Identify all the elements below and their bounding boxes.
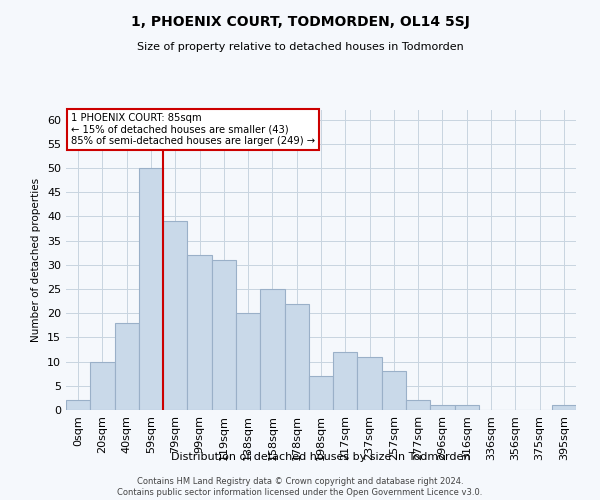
Bar: [260, 289, 284, 410]
Bar: [212, 260, 236, 410]
Text: Contains HM Land Registry data © Crown copyright and database right 2024.: Contains HM Land Registry data © Crown c…: [137, 476, 463, 486]
Y-axis label: Number of detached properties: Number of detached properties: [31, 178, 41, 342]
Bar: [163, 222, 187, 410]
Text: Distribution of detached houses by size in Todmorden: Distribution of detached houses by size …: [171, 452, 471, 462]
Bar: [382, 372, 406, 410]
Bar: [236, 313, 260, 410]
Bar: [406, 400, 430, 410]
Bar: [455, 405, 479, 410]
Bar: [358, 357, 382, 410]
Bar: [430, 405, 455, 410]
Bar: [139, 168, 163, 410]
Bar: [552, 405, 576, 410]
Bar: [333, 352, 358, 410]
Bar: [187, 255, 212, 410]
Text: 1, PHOENIX COURT, TODMORDEN, OL14 5SJ: 1, PHOENIX COURT, TODMORDEN, OL14 5SJ: [131, 15, 469, 29]
Text: Contains public sector information licensed under the Open Government Licence v3: Contains public sector information licen…: [118, 488, 482, 497]
Bar: [309, 376, 333, 410]
Bar: [90, 362, 115, 410]
Bar: [115, 323, 139, 410]
Text: Size of property relative to detached houses in Todmorden: Size of property relative to detached ho…: [137, 42, 463, 52]
Text: 1 PHOENIX COURT: 85sqm
← 15% of detached houses are smaller (43)
85% of semi-det: 1 PHOENIX COURT: 85sqm ← 15% of detached…: [71, 113, 315, 146]
Bar: [66, 400, 90, 410]
Bar: [284, 304, 309, 410]
